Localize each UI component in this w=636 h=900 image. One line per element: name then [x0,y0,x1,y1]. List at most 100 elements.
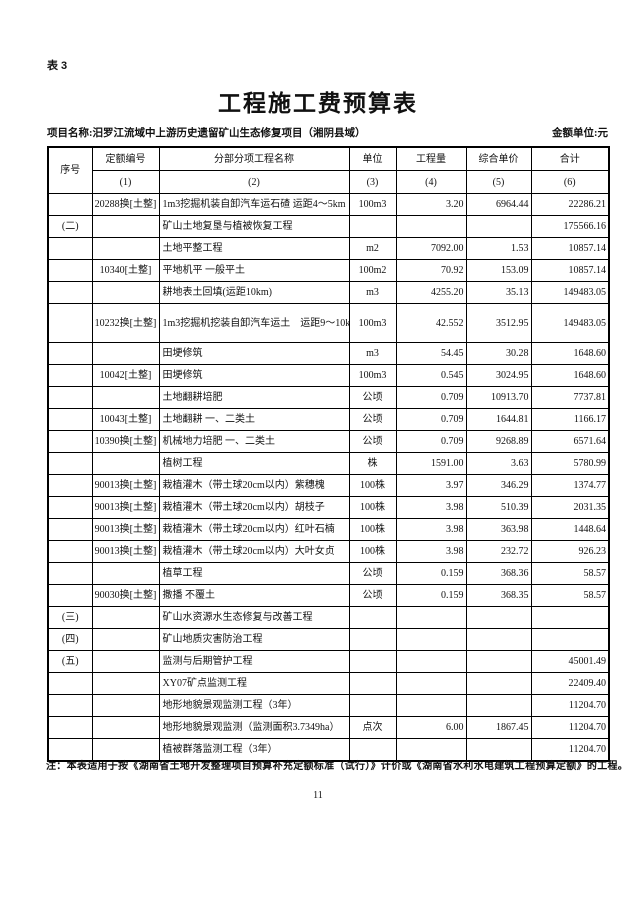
cell-quantity [395,215,467,238]
cell-seq [47,386,93,409]
table-row: 90013换[土整] 栽植灌木（带土球20cm以内）红叶石楠 100株 3.98 363… [47,518,610,541]
cell-unit_price: 35.13 [465,281,532,304]
cell-quantity [395,650,467,673]
col-header-code: 定额编号 [91,146,160,171]
cell-seq: (五) [47,650,93,673]
cell-unit_price: 1644.81 [465,408,532,431]
cell-quantity: 0.709 [395,386,467,409]
cell-code: 90013换[土整] [91,518,160,541]
cell-code [91,694,160,717]
cell-unit: 100m3 [348,303,397,343]
cell-unit_price: 3512.95 [465,303,532,343]
cell-code [91,716,160,739]
cell-total: 5780.99 [530,452,610,475]
cell-code [91,237,160,260]
cell-unit: 公顷 [348,408,397,431]
cell-quantity [395,694,467,717]
table-row: 地形地貌景观监测工程（3年） 11204.70 [47,694,610,717]
cell-code [91,606,160,629]
cell-unit: m3 [348,281,397,304]
col-number-2: (2) [158,170,350,194]
table-row: 20288换[土整] 1m3挖掘机装自卸汽车运石碴 运距4～5km 100m3 3.2… [47,193,610,216]
cell-name: 田埂修筑 [158,342,350,365]
cell-unit: m2 [348,237,397,260]
cell-unit: 公顷 [348,430,397,453]
cell-quantity [395,628,467,651]
cell-total [530,606,610,629]
table-row: 90013换[土整] 栽植灌木（带土球20cm以内）大叶女贞 100株 3.98 232… [47,540,610,563]
cell-total: 1448.64 [530,518,610,541]
cell-code [91,281,160,304]
cell-total: 22409.40 [530,672,610,695]
cell-unit: 公顷 [348,386,397,409]
cell-total: 10857.14 [530,237,610,260]
cell-name: 地形地貌景观监测（监测面积3.7349ha） [158,716,350,739]
cell-quantity [395,606,467,629]
cell-name: 1m3挖掘机装自卸汽车运石碴 运距4～5km [158,193,350,216]
cell-quantity: 6.00 [395,716,467,739]
cell-total: 1374.77 [530,474,610,497]
cell-unit_price: 3024.95 [465,364,532,387]
cell-unit: 株 [348,452,397,475]
cell-quantity: 7092.00 [395,237,467,260]
cell-seq [47,408,93,431]
cell-unit: 100株 [348,540,397,563]
cell-seq [47,303,93,343]
cell-total: 1648.60 [530,342,610,365]
cell-code: 90030换[土整] [91,584,160,607]
cell-unit: 100m3 [348,364,397,387]
table-row: 植草工程 公顷 0.159 368.36 58.57 [47,562,610,585]
cell-quantity: 3.98 [395,496,467,519]
budget-table: 序号 定额编号 分部分项工程名称 单位 工程量 综合单价 合计 (1) (2) … [47,146,610,762]
cell-unit: 100m3 [348,193,397,216]
cell-total: 11204.70 [530,716,610,739]
cell-unit [348,628,397,651]
table-row: 土地平整工程 m2 7092.00 1.53 10857.14 [47,237,610,260]
cell-unit_price [465,650,532,673]
cell-total: 149483.05 [530,303,610,343]
table-row: 10390换[土整] 机械地力培肥 一、二类土 公顷 0.709 9268.89 6571… [47,430,610,453]
col-header-total: 合计 [530,146,610,171]
col-number-6: (6) [530,170,610,194]
cell-unit_price: 232.72 [465,540,532,563]
cell-seq [47,518,93,541]
table-row: 耕地表土回填(运距10km) m3 4255.20 35.13 149483.05 [47,281,610,304]
cell-code [91,452,160,475]
table-row: (四) 矿山地质灾害防治工程 [47,628,610,651]
cell-quantity: 1591.00 [395,452,467,475]
header-row-numbers: (1) (2) (3) (4) (5) (6) [48,170,610,194]
cell-total: 22286.21 [530,193,610,216]
cell-quantity: 3.98 [395,540,467,563]
cell-name: 撒播 不覆土 [158,584,350,607]
cell-quantity: 0.159 [395,584,467,607]
cell-name: 矿山土地复垦与植被恢复工程 [158,215,350,238]
cell-name: 栽植灌木（带土球20cm以内）紫穗槐 [158,474,350,497]
cell-name: 矿山水资源水生态修复与改善工程 [158,606,350,629]
cell-quantity: 0.709 [395,430,467,453]
cell-quantity: 3.97 [395,474,467,497]
cell-quantity: 0.545 [395,364,467,387]
cell-total: 1166.17 [530,408,610,431]
cell-name: 栽植灌木（带土球20cm以内）大叶女贞 [158,540,350,563]
cell-total: 11204.70 [530,738,610,762]
cell-code: 90013换[土整] [91,474,160,497]
table-row: 地形地貌景观监测（监测面积3.7349ha） 点次 6.00 1867.45 11204… [47,716,610,739]
cell-total: 58.57 [530,584,610,607]
cell-total [530,628,610,651]
cell-unit [348,606,397,629]
cell-unit: 100株 [348,496,397,519]
cell-seq [47,452,93,475]
table-label: 表 3 [47,60,68,72]
cell-unit_price: 346.29 [465,474,532,497]
cell-seq: (四) [47,628,93,651]
cell-unit_price: 368.35 [465,584,532,607]
cell-seq [47,474,93,497]
cell-name: 植草工程 [158,562,350,585]
col-number-5: (5) [465,170,532,194]
table-row: 田埂修筑 m3 54.45 30.28 1648.60 [47,342,610,365]
table-row: (五) 监测与后期管护工程 45001.49 [47,650,610,673]
cell-quantity: 70.92 [395,259,467,282]
table-row: 90013换[土整] 栽植灌木（带土球20cm以内）紫穗槐 100株 3.97 346.… [47,474,610,497]
cell-unit_price [465,628,532,651]
footnote: 注：本表适用于按《湖南省土地开发整理项目预算补充定额标准（试行）》计价或《湖南省… [46,761,629,772]
